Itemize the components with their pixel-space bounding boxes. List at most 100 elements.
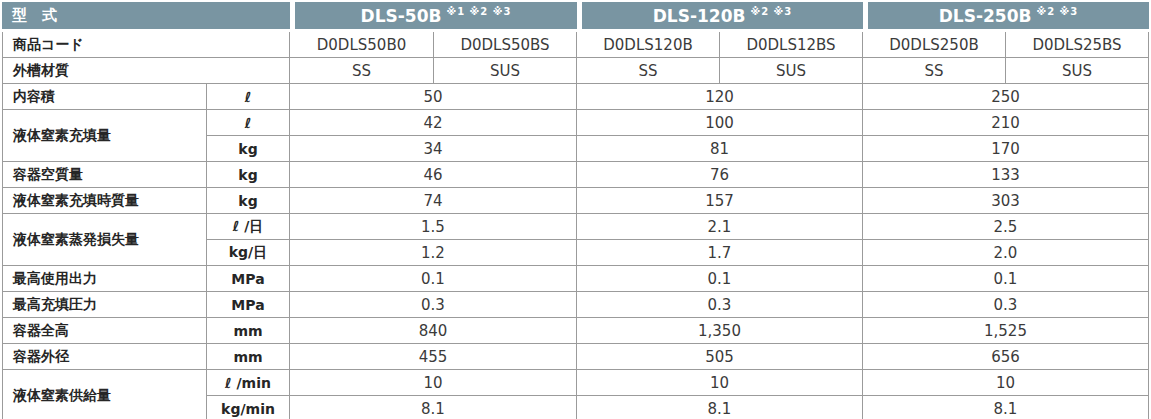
value-cell: 0.1 <box>290 266 577 292</box>
model-row-header: 型 式 <box>2 2 290 32</box>
value-cell: 8.1 <box>290 396 577 419</box>
row-ln2-supply-liters: 液体窒素供給量 ℓ /min 10 10 10 <box>2 370 1149 396</box>
model-header-dls-50b: DLS-50B ※1 ※2 ※3 <box>290 2 577 32</box>
value-cell: 81 <box>577 136 863 162</box>
value-cell: 2.0 <box>863 240 1149 266</box>
value-cell: 0.3 <box>863 292 1149 318</box>
row-outer-material: 外槽材質 SS SUS SS SUS SS SUS <box>2 58 1149 84</box>
value-cell: 656 <box>863 344 1149 370</box>
value-cell: 74 <box>290 188 577 214</box>
unit-cell: kg <box>207 162 290 188</box>
value-cell: SS <box>863 58 1006 84</box>
value-cell: D0DLS50BS <box>434 32 577 58</box>
value-cell: 10 <box>290 370 577 396</box>
value-cell: 50 <box>290 84 577 110</box>
row-ln2-fill-liters: 液体窒素充填量 ℓ 42 100 210 <box>2 110 1149 136</box>
value-cell: SS <box>577 58 720 84</box>
value-cell: D0DLS12BS <box>720 32 863 58</box>
unit-cell: kg/min <box>207 396 290 419</box>
value-cell: 8.1 <box>863 396 1149 419</box>
model-name: DLS-50B <box>361 6 442 26</box>
value-cell: SUS <box>434 58 577 84</box>
value-cell: 10 <box>863 370 1149 396</box>
row-label-max-filling-pressure: 最高充填圧力 <box>2 292 207 318</box>
row-evaporation-liters: 液体窒素蒸発損失量 ℓ /日 1.5 2.1 2.5 <box>2 214 1149 240</box>
value-cell: 100 <box>577 110 863 136</box>
value-cell: 1,525 <box>863 318 1149 344</box>
value-cell: 170 <box>863 136 1149 162</box>
model-header-dls-120b: DLS-120B ※2 ※3 <box>577 2 863 32</box>
value-cell: 1,350 <box>577 318 863 344</box>
value-cell: 210 <box>863 110 1149 136</box>
value-cell: D0DLS50B0 <box>290 32 434 58</box>
row-max-filling-pressure: 最高充填圧力 MPa 0.3 0.3 0.3 <box>2 292 1149 318</box>
value-cell: 1.7 <box>577 240 863 266</box>
value-cell: 840 <box>290 318 577 344</box>
model-footnote-marks: ※2 ※3 <box>750 6 792 17</box>
unit-cell: mm <box>207 344 290 370</box>
value-cell: 46 <box>290 162 577 188</box>
unit-cell: kg/日 <box>207 240 290 266</box>
table-header-row: 型 式 DLS-50B ※1 ※2 ※3 DLS-120B ※2 ※3 DLS-25… <box>2 2 1149 32</box>
row-inner-volume: 内容積 ℓ 50 120 250 <box>2 84 1149 110</box>
model-name: DLS-250B <box>939 6 1032 26</box>
value-cell: SS <box>290 58 434 84</box>
row-label-filled-mass: 液体窒素充填時質量 <box>2 188 207 214</box>
row-label-ln2-fill: 液体窒素充填量 <box>2 110 207 162</box>
value-cell: 0.3 <box>290 292 577 318</box>
value-cell: 133 <box>863 162 1149 188</box>
model-header-dls-250b: DLS-250B ※2 ※3 <box>863 2 1149 32</box>
row-label-empty-mass: 容器空質量 <box>2 162 207 188</box>
value-cell: 10 <box>577 370 863 396</box>
unit-cell: ℓ <box>207 110 290 136</box>
spec-table-container: 型 式 DLS-50B ※1 ※2 ※3 DLS-120B ※2 ※3 DLS-25… <box>0 0 1151 419</box>
value-cell: SUS <box>1006 58 1149 84</box>
value-cell: 2.5 <box>863 214 1149 240</box>
row-empty-mass: 容器空質量 kg 46 76 133 <box>2 162 1149 188</box>
value-cell: 303 <box>863 188 1149 214</box>
unit-cell: ℓ /min <box>207 370 290 396</box>
unit-cell: ℓ /日 <box>207 214 290 240</box>
unit-cell: kg <box>207 136 290 162</box>
row-label-max-working-pressure: 最高使用出力 <box>2 266 207 292</box>
unit-cell: ℓ <box>207 84 290 110</box>
unit-cell: MPa <box>207 292 290 318</box>
unit-cell: mm <box>207 318 290 344</box>
value-cell: 42 <box>290 110 577 136</box>
value-cell: 157 <box>577 188 863 214</box>
row-label-total-height: 容器全高 <box>2 318 207 344</box>
value-cell: 1.5 <box>290 214 577 240</box>
model-name: DLS-120B <box>653 6 746 26</box>
row-filled-mass: 液体窒素充填時質量 kg 74 157 303 <box>2 188 1149 214</box>
value-cell: 505 <box>577 344 863 370</box>
row-product-code: 商品コード D0DLS50B0 D0DLS50BS D0DLS120B D0DL… <box>2 32 1149 58</box>
row-label-inner-volume: 内容積 <box>2 84 207 110</box>
unit-cell: kg <box>207 188 290 214</box>
row-label-evaporation-loss: 液体窒素蒸発損失量 <box>2 214 207 266</box>
model-footnote-marks: ※1 ※2 ※3 <box>446 6 511 17</box>
value-cell: 0.1 <box>577 266 863 292</box>
value-cell: 2.1 <box>577 214 863 240</box>
spec-table: 型 式 DLS-50B ※1 ※2 ※3 DLS-120B ※2 ※3 DLS-25… <box>2 2 1149 419</box>
value-cell: 120 <box>577 84 863 110</box>
value-cell: D0DLS250B <box>863 32 1006 58</box>
value-cell: 76 <box>577 162 863 188</box>
value-cell: 34 <box>290 136 577 162</box>
value-cell: 8.1 <box>577 396 863 419</box>
value-cell: SUS <box>720 58 863 84</box>
unit-cell: MPa <box>207 266 290 292</box>
value-cell: D0DLS25BS <box>1006 32 1149 58</box>
row-max-working-pressure: 最高使用出力 MPa 0.1 0.1 0.1 <box>2 266 1149 292</box>
value-cell: D0DLS120B <box>577 32 720 58</box>
row-label-outer-material: 外槽材質 <box>2 58 290 84</box>
row-label-ln2-supply: 液体窒素供給量 <box>2 370 207 419</box>
value-cell: 0.1 <box>863 266 1149 292</box>
value-cell: 250 <box>863 84 1149 110</box>
row-outer-diameter: 容器外径 mm 455 505 656 <box>2 344 1149 370</box>
value-cell: 455 <box>290 344 577 370</box>
value-cell: 1.2 <box>290 240 577 266</box>
row-label-product-code: 商品コード <box>2 32 290 58</box>
row-total-height: 容器全高 mm 840 1,350 1,525 <box>2 318 1149 344</box>
row-label-outer-diameter: 容器外径 <box>2 344 207 370</box>
model-footnote-marks: ※2 ※3 <box>1036 6 1078 17</box>
